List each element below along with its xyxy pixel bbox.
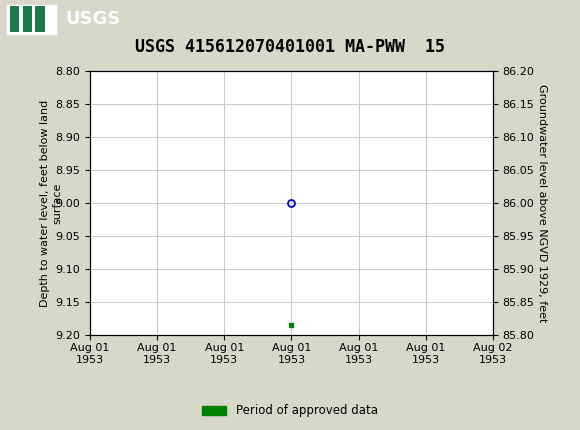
Text: USGS 415612070401001 MA-PWW  15: USGS 415612070401001 MA-PWW 15 (135, 38, 445, 56)
Legend: Period of approved data: Period of approved data (198, 399, 382, 422)
Bar (7, 5, 56, 34)
Bar (35, 6, 45, 32)
Y-axis label: Groundwater level above NGVD 1929, feet: Groundwater level above NGVD 1929, feet (536, 84, 546, 322)
Bar (23, 6, 32, 32)
Y-axis label: Depth to water level, feet below land
surface: Depth to water level, feet below land su… (39, 100, 63, 307)
Bar (10, 6, 19, 32)
Text: USGS: USGS (65, 10, 120, 28)
